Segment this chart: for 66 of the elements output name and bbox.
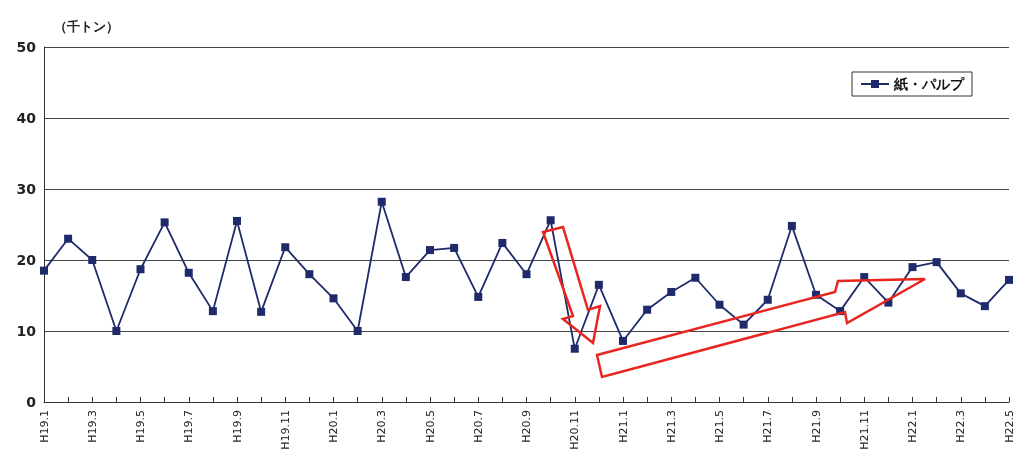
x-tick-label: H22.1: [906, 410, 919, 443]
y-tick-label: 10: [16, 323, 37, 339]
x-tick-label: H21.9: [809, 410, 823, 443]
x-tick-label: H19.1: [37, 410, 51, 443]
point: [643, 305, 652, 314]
x-tick-label: H20.3: [375, 410, 389, 443]
y-tick-label: 30: [16, 181, 37, 197]
point: [160, 218, 169, 227]
point: [474, 292, 483, 301]
point: [136, 265, 145, 274]
x-tick-label: H20.7: [471, 410, 485, 443]
point: [522, 270, 531, 279]
point: [1005, 275, 1013, 284]
x-tick-label: H19.3: [85, 410, 99, 443]
point: [112, 327, 121, 335]
point: [64, 234, 73, 243]
point: [763, 295, 772, 304]
x-tick-label: H21.11: [857, 410, 871, 450]
x-tick-label: H20.1: [327, 410, 340, 443]
point: [498, 238, 507, 247]
point: [787, 221, 796, 230]
point: [257, 307, 266, 316]
x-tick-label: H19.5: [134, 410, 147, 443]
point: [594, 280, 603, 289]
point: [932, 258, 941, 267]
point: [88, 256, 97, 264]
x-tick-label: H21.5: [713, 410, 726, 443]
point: [546, 216, 555, 225]
point: [739, 320, 748, 329]
point: [329, 294, 338, 303]
point: [450, 243, 459, 252]
point: [715, 300, 724, 309]
x-tick-label: H21.3: [664, 410, 678, 443]
point: [40, 266, 48, 275]
point: [401, 273, 410, 282]
x-tick-label: H21.1: [616, 410, 630, 443]
y-axis-title: （千トン）: [54, 19, 119, 34]
point: [980, 302, 989, 311]
y-tick-label: 40: [16, 110, 37, 126]
y-tick-label: 0: [26, 394, 37, 410]
point: [691, 273, 700, 282]
legend-label: 紙・パルプ: [893, 76, 965, 92]
point: [426, 246, 434, 255]
point: [353, 327, 362, 335]
point: [281, 243, 290, 252]
x-tick-label: H19.11: [278, 410, 292, 450]
point: [377, 197, 386, 206]
point: [305, 270, 314, 279]
x-tick-label: H19.9: [230, 410, 244, 443]
y-tick-label: 50: [16, 39, 37, 55]
point: [619, 336, 627, 345]
y-tick-label: 20: [16, 252, 37, 268]
x-tick-label: H21.7: [761, 410, 775, 443]
point: [570, 344, 579, 353]
point: [184, 268, 193, 277]
x-tick-label: H20.9: [520, 410, 533, 443]
point: [233, 216, 241, 225]
x-tick-label: H20.5: [423, 410, 437, 443]
x-tick-label: H20.11: [568, 410, 582, 450]
x-tick-label: H22.5: [1002, 410, 1016, 443]
point: [956, 289, 965, 298]
x-tick-label: H22.3: [954, 410, 968, 443]
point: [208, 307, 217, 316]
point: [667, 287, 676, 296]
x-tick-label: H19.7: [182, 410, 196, 443]
point: [908, 263, 917, 272]
